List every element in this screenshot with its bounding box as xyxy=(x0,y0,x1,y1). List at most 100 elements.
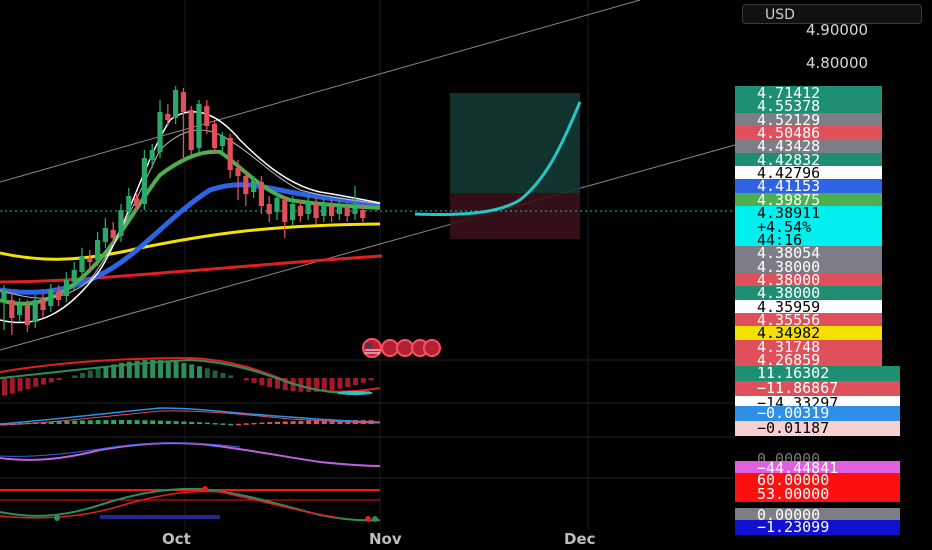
candle-body xyxy=(188,110,194,150)
macd-bar xyxy=(197,366,202,378)
macd-bar xyxy=(158,360,163,378)
macd-bar xyxy=(48,378,54,383)
candle-body xyxy=(118,210,124,236)
macd-bar xyxy=(165,360,171,378)
macd-bar xyxy=(134,360,140,378)
candlesticks xyxy=(1,86,366,335)
oscillator-bar xyxy=(329,420,335,424)
price-axis-label: 4.90000 xyxy=(806,21,869,39)
oscillator-bar xyxy=(275,421,280,424)
candle-body xyxy=(157,112,163,152)
candle-body xyxy=(87,258,93,262)
candle-body xyxy=(282,200,288,222)
candle-body xyxy=(219,136,225,146)
currency-selector-button[interactable]: USD xyxy=(742,4,922,24)
macd-bar xyxy=(353,378,358,385)
projection-curve[interactable] xyxy=(414,101,582,216)
macd-bar xyxy=(80,372,85,378)
macd-histogram xyxy=(2,360,374,396)
time-axis-label-dec: Dec xyxy=(564,530,596,548)
price-tag: 4.42832 xyxy=(735,152,882,168)
macd-bar xyxy=(95,368,101,378)
indicator-tag: 60.00000 xyxy=(735,473,900,488)
candle-body xyxy=(79,256,85,272)
candle-body xyxy=(71,270,77,282)
candle-body xyxy=(56,292,62,300)
price-tag: 4.38000 xyxy=(735,272,882,288)
oscillator-bar xyxy=(243,423,249,425)
candle-body xyxy=(321,204,327,216)
parallel-channel[interactable] xyxy=(0,0,736,351)
indicator-tag: −0.01187 xyxy=(735,421,900,436)
oscillator-bar xyxy=(111,420,117,424)
price-axis-label: 4.80000 xyxy=(806,54,869,72)
candle-body xyxy=(266,204,272,214)
long-position-tool[interactable] xyxy=(450,93,580,239)
candle-body xyxy=(32,300,38,322)
oscillator-bar xyxy=(80,420,85,424)
oscillator-bar xyxy=(142,420,148,424)
candle-body xyxy=(243,176,249,194)
indicator-tag: −11.86867 xyxy=(735,381,900,396)
oscillator-bar xyxy=(298,420,304,424)
price-tag: 4.38911 xyxy=(735,206,882,222)
candle-body xyxy=(126,196,132,212)
oscillator-bar xyxy=(126,420,132,424)
candle-body xyxy=(196,104,202,148)
candle-body xyxy=(165,114,171,120)
oscillator-bar xyxy=(189,421,195,424)
time-axis-label-oct: Oct xyxy=(162,530,191,548)
oscillator-bar xyxy=(236,423,241,426)
oscillator-bar xyxy=(321,420,327,424)
oscillator-bar xyxy=(228,423,234,426)
oscillator-bar xyxy=(181,421,187,424)
macd-bar xyxy=(189,364,195,378)
candle-body xyxy=(313,204,319,218)
candle-body xyxy=(352,208,358,214)
time-axis-label-nov: Nov xyxy=(369,530,402,548)
candle-body xyxy=(204,106,210,126)
macd-bar xyxy=(243,378,249,381)
macd-bar xyxy=(314,378,319,392)
oscillator-bar xyxy=(197,422,202,424)
price-tag: 4.43428 xyxy=(735,139,882,155)
macd-bar xyxy=(298,378,304,392)
oscillator-bar xyxy=(150,420,156,424)
candle-body xyxy=(297,206,303,216)
macd-bar xyxy=(259,378,265,385)
macd-bar xyxy=(2,378,7,396)
candle-body xyxy=(149,150,155,160)
price-tag: +4.54% xyxy=(735,219,882,235)
price-tag: 4.52129 xyxy=(735,112,882,128)
candle-body xyxy=(180,92,186,112)
price-tag: 4.38000 xyxy=(735,259,882,275)
oscillator-bar xyxy=(103,420,109,424)
macd-bar xyxy=(150,360,156,378)
oscillator-bar xyxy=(306,420,312,424)
us-flag-icon[interactable] xyxy=(362,338,441,358)
candle-body xyxy=(360,210,366,218)
macd-bar xyxy=(321,378,327,392)
candle-body xyxy=(329,206,335,216)
price-tag: 4.38000 xyxy=(735,286,882,302)
macd-bar xyxy=(275,378,280,389)
macd-bar xyxy=(212,370,218,378)
candle-body xyxy=(63,280,69,296)
candle-body xyxy=(290,204,296,220)
candle-body xyxy=(9,300,15,318)
macd-bar xyxy=(228,375,234,378)
candle-body xyxy=(24,305,30,325)
oscillator-bar xyxy=(158,420,163,424)
price-tag: 4.71412 xyxy=(735,86,882,101)
indicator-tag: 0.00000 xyxy=(735,508,900,523)
price-tag: 4.50486 xyxy=(735,126,882,142)
indicator-tag: 11.16302 xyxy=(735,366,900,381)
oscillator-bar xyxy=(314,420,319,424)
candle-body xyxy=(102,228,108,242)
candle-body xyxy=(274,198,280,212)
candle-body xyxy=(235,168,241,176)
oscillator-bar xyxy=(282,421,288,424)
macd-bar xyxy=(111,364,117,378)
price-tag: 4.38054 xyxy=(735,246,882,262)
price-tag: 4.55378 xyxy=(735,99,882,115)
